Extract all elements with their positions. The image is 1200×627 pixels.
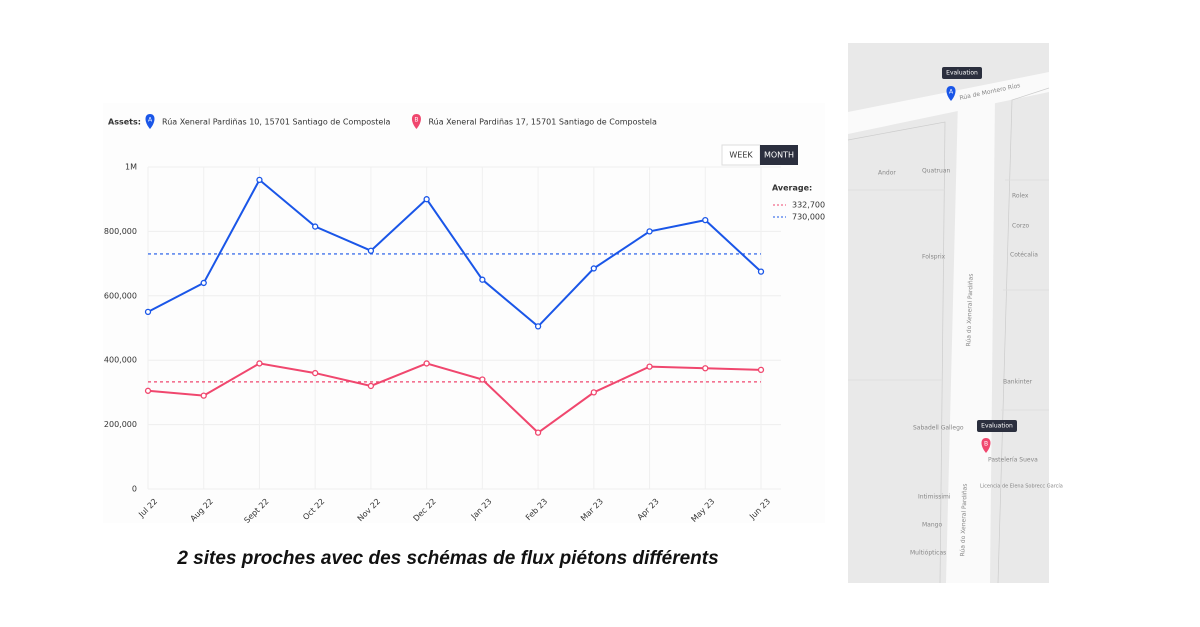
point: [534, 429, 542, 436]
point: [312, 369, 319, 377]
pin: [981, 438, 991, 453]
legend-label: Rúa Xeneral Pardiñas 10, 15701 Santiago …: [162, 118, 391, 127]
badge-label: Evaluation: [946, 70, 978, 77]
street-label: Rúa do Xeneral Pardiñas: [965, 273, 975, 346]
pin-letter: A: [148, 117, 153, 124]
point: [757, 268, 765, 275]
pin: [946, 86, 956, 101]
point: [367, 247, 375, 254]
y-tick-label: 400,000: [104, 356, 137, 365]
place-label: Folsprix: [922, 254, 946, 261]
point: [200, 392, 207, 399]
legend-pin: A: [145, 114, 155, 129]
point: [423, 360, 430, 367]
legend-label: 332,700: [792, 201, 825, 210]
map-pin: A: [946, 86, 956, 101]
point: [144, 308, 152, 316]
point: [256, 360, 263, 367]
place-label: Licencia de Elena Sobrecc García: [980, 483, 1063, 490]
month-button[interactable]: [760, 145, 798, 165]
chart-panel: [103, 103, 825, 523]
point: [590, 265, 597, 272]
place-label: Corzo: [1012, 223, 1029, 230]
point: [200, 279, 207, 287]
y-tick-label: 0: [132, 485, 137, 494]
point: [646, 363, 653, 370]
week-button-label[interactable]: WEEK: [729, 151, 753, 160]
pin-letter: B: [414, 117, 418, 124]
map-pin: B: [981, 438, 991, 453]
y-tick-label: 1M: [125, 163, 137, 172]
map: Rúa de Montero Ríos Rúa do Xeneral Pardi…: [847, 43, 1063, 584]
road: [848, 72, 1049, 134]
place-label: Bankinter: [1003, 379, 1033, 386]
point: [702, 365, 709, 372]
point: [423, 196, 430, 203]
average-title: Average:: [772, 184, 812, 193]
assets-label: Assets:: [108, 118, 141, 127]
legend-pin: B: [411, 114, 421, 129]
badge-label: Evaluation: [981, 423, 1013, 430]
legend-label: 730,000: [792, 213, 825, 222]
street-label: Rúa do Xeneral Pardiñas: [959, 483, 969, 556]
point: [312, 223, 319, 230]
point: [757, 366, 765, 374]
series-line: [147, 178, 762, 328]
point: [479, 276, 486, 283]
pin-letter: A: [949, 89, 954, 96]
point: [590, 389, 597, 396]
month-button-label[interactable]: MONTH: [764, 151, 794, 160]
point: [646, 228, 653, 235]
place-label: Multiópticas: [910, 550, 946, 557]
y-tick-label: 200,000: [104, 420, 137, 429]
place-label: Andor: [878, 170, 896, 177]
legend-label: Rúa Xeneral Pardiñas 17, 15701 Santiago …: [428, 118, 657, 127]
pin: [145, 114, 155, 129]
point: [534, 323, 542, 330]
point: [144, 387, 152, 394]
place-label: Mango: [922, 522, 942, 529]
y-tick-label: 800,000: [104, 227, 137, 236]
badge: [942, 67, 982, 79]
road: [946, 95, 995, 583]
place-label: Quatruan: [922, 168, 951, 175]
block-outline: [847, 121, 946, 584]
place-label: Sabadell Gallego: [913, 425, 964, 432]
pin-letter: B: [984, 441, 988, 448]
point: [479, 376, 486, 383]
y-tick-label: 600,000: [104, 291, 137, 300]
caption: 2 sites proches avec des schémas de flux…: [177, 548, 719, 569]
place-label: Intimissimi: [918, 494, 951, 501]
pin: [411, 114, 421, 129]
place-label: Rolex: [1012, 193, 1029, 200]
point: [702, 216, 709, 224]
place-label: Cotécalia: [1010, 252, 1038, 259]
point: [256, 176, 263, 184]
series-line: [147, 362, 762, 434]
place-label: Pastelería Sueva: [988, 457, 1038, 464]
badge: [977, 420, 1017, 432]
point: [367, 382, 375, 390]
